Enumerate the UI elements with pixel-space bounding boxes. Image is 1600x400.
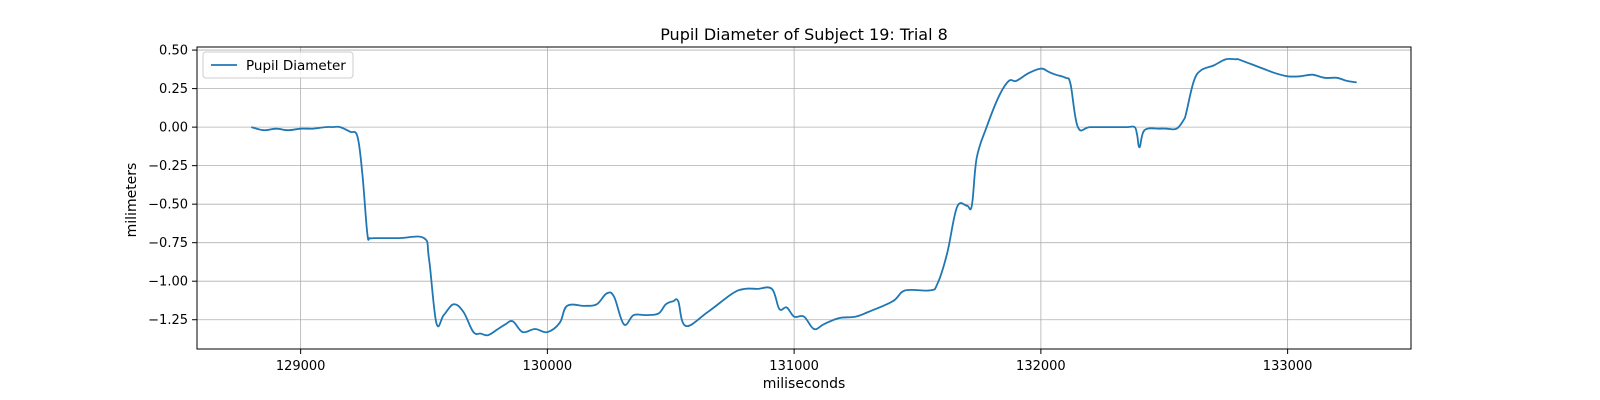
x-tick-label: 131000 <box>769 359 819 374</box>
x-tick-label: 129000 <box>276 359 326 374</box>
plot-area-frame <box>196 46 1412 350</box>
legend-box <box>202 51 354 79</box>
x-tick-label: 132000 <box>1016 359 1066 374</box>
x-tick-label: 133000 <box>1263 359 1313 374</box>
y-tick-label: −1.00 <box>148 275 188 290</box>
chart-title: Pupil Diameter of Subject 19: Trial 8 <box>660 25 948 44</box>
y-tick-label: 0.00 <box>159 121 188 136</box>
y-tick-label: 0.50 <box>159 44 188 59</box>
y-tick-label: −0.75 <box>148 236 188 251</box>
x-tick-label: 130000 <box>523 359 573 374</box>
series-layer <box>251 57 1357 337</box>
grid-lines <box>197 47 1411 349</box>
y-tick-label: −0.50 <box>148 198 188 213</box>
y-axis-label: milimeters <box>124 163 140 238</box>
x-axis-label: miliseconds <box>763 376 846 392</box>
legend-label-pupil-diameter: Pupil Diameter <box>246 58 346 74</box>
legend: Pupil Diameter <box>202 51 354 79</box>
y-tick-label: −1.25 <box>148 313 188 328</box>
series-line-pupil-diameter <box>251 57 1357 337</box>
axis-ticks: 129000 130000 131000 132000 133000 0.50 0.25 0.… <box>148 44 1312 374</box>
y-tick-label: 0.25 <box>159 82 188 97</box>
y-tick-label: −0.25 <box>148 159 188 174</box>
